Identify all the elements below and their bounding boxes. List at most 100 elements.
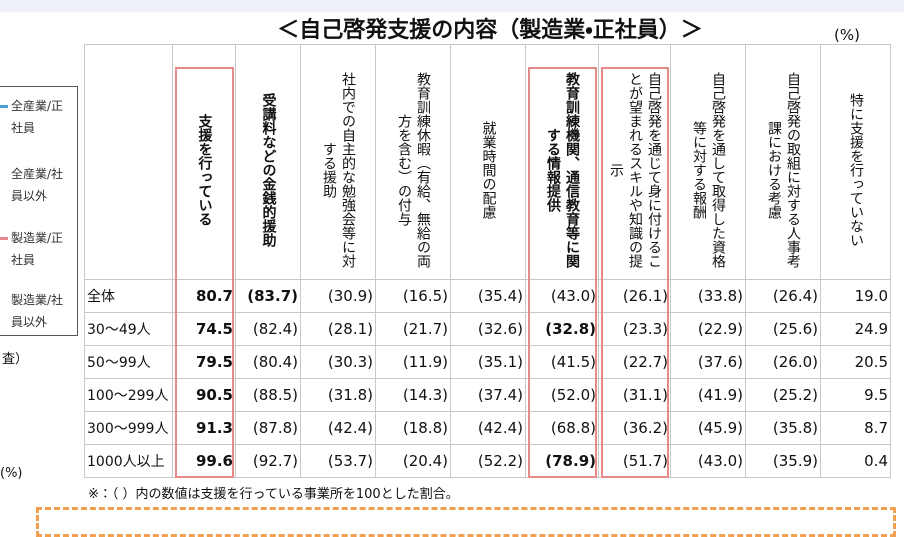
header-text: 就業時間の配慮 xyxy=(480,121,497,219)
cell: (16.5) xyxy=(375,279,451,313)
cell: 8.7 xyxy=(820,411,891,445)
cell: (26.0) xyxy=(745,345,821,379)
cell: (35.4) xyxy=(450,279,526,313)
cell: (80.4) xyxy=(235,345,301,379)
column-header: 教育訓練機関、通信教育等に関する情報提供 xyxy=(525,44,599,280)
cell: (31.8) xyxy=(300,378,376,412)
cell: (30.9) xyxy=(300,279,376,313)
legend-item: 製造業/正社員 xyxy=(0,227,71,271)
dashed-box xyxy=(36,507,896,537)
column-header: 受講料などの金銭的援助 xyxy=(235,44,301,280)
header-text: 自己啓発の取組に対する人事考課における考慮 xyxy=(766,72,801,268)
cell: (31.1) xyxy=(598,378,671,412)
row-label: 全体 xyxy=(84,279,173,313)
cell: (33.8) xyxy=(670,279,746,313)
column-header: 社内での自主的な勉強会等に対する援助 xyxy=(300,44,376,280)
legend-marker xyxy=(0,237,8,240)
unit: (%) xyxy=(834,26,860,44)
cell: (43.0) xyxy=(525,279,599,313)
cell: (20.4) xyxy=(375,444,451,478)
cell: 74.5 xyxy=(172,312,236,346)
cell: (87.8) xyxy=(235,411,301,445)
row-label: 300〜999人 xyxy=(84,411,173,445)
cell: (21.7) xyxy=(375,312,451,346)
cell: (92.7) xyxy=(235,444,301,478)
column-header: 支援を行っている xyxy=(172,44,236,280)
cell: (36.2) xyxy=(598,411,671,445)
corner xyxy=(84,44,173,280)
cell: (83.7) xyxy=(235,279,301,313)
row: 30〜49人 74.5 (82.4) (28.1) (21.7) (32.6) (32.8)… xyxy=(84,312,891,346)
cell: (52.0) xyxy=(525,378,599,412)
cell: 90.5 xyxy=(172,378,236,412)
row-label: 1000人以上 xyxy=(84,444,173,478)
cell: 99.6 xyxy=(172,444,236,478)
cell: (25.2) xyxy=(745,378,821,412)
legend-item: 全産業/社員以外 xyxy=(11,167,64,203)
cell: (35.8) xyxy=(745,411,821,445)
row: 50〜99人 79.5 (80.4) (30.3) (11.9) (35.1) (41.5)… xyxy=(84,345,891,379)
cell: 0.4 xyxy=(820,444,891,478)
cell: (35.1) xyxy=(450,345,526,379)
fragment: 査） xyxy=(2,352,29,367)
table: 支援を行っている 受講料などの金銭的援助 社内での自主的な勉強会等に対する援助 教育訓… xyxy=(84,44,891,478)
cell: (30.3) xyxy=(300,345,376,379)
row-label: 50〜99人 xyxy=(84,345,173,379)
column-header: 自己啓発を通じて身に付けることが望まれるスキルや知識の提示 xyxy=(598,44,671,280)
cell: (45.9) xyxy=(670,411,746,445)
row-label: 30〜49人 xyxy=(84,312,173,346)
cell: (11.9) xyxy=(375,345,451,379)
header-text: 受講料などの金銭的援助 xyxy=(260,93,277,247)
legend-item: 全産業/正社員 xyxy=(0,95,71,139)
cell: (43.0) xyxy=(670,444,746,478)
header-text: 社内での自主的な勉強会等に対する援助 xyxy=(321,72,356,268)
cell: (28.1) xyxy=(300,312,376,346)
cell: 20.5 xyxy=(820,345,891,379)
header-text: 自己啓発を通じて身に付けることが望まれるスキルや知識の提示 xyxy=(608,72,662,268)
cell: 80.7 xyxy=(172,279,236,313)
cell: (41.9) xyxy=(670,378,746,412)
column-header: 自己啓発を通して取得した資格等に対する報酬 xyxy=(670,44,746,280)
header-text: 自己啓発を通して取得した資格等に対する報酬 xyxy=(691,72,726,268)
column-header: 特に支援を行っていない xyxy=(820,44,891,280)
cell: (88.5) xyxy=(235,378,301,412)
cell: (42.4) xyxy=(450,411,526,445)
cell: (18.8) xyxy=(375,411,451,445)
column-header: 自己啓発の取組に対する人事考課における考慮 xyxy=(745,44,821,280)
cell: (22.9) xyxy=(670,312,746,346)
cell: (23.3) xyxy=(598,312,671,346)
cell: (37.6) xyxy=(670,345,746,379)
fragment: (%) xyxy=(0,466,23,481)
row: 300〜999人 91.3 (87.8) (42.4) (18.8) (42.4) (68.… xyxy=(84,411,891,445)
column-header: 就業時間の配慮 xyxy=(450,44,526,280)
row: 100〜299人 90.5 (88.5) (31.8) (14.3) (37.4) (52.… xyxy=(84,378,891,412)
cell: (41.5) xyxy=(525,345,599,379)
cell: (52.2) xyxy=(450,444,526,478)
header-text: 特に支援を行っていない xyxy=(848,93,864,247)
header-text: 教育訓練機関、通信教育等に関する情報提供 xyxy=(545,72,580,268)
cell: 24.9 xyxy=(820,312,891,346)
cell: (51.7) xyxy=(598,444,671,478)
cell: (37.4) xyxy=(450,378,526,412)
cell: (82.4) xyxy=(235,312,301,346)
legend: 全産業/正社員全産業/社員以外製造業/正社員製造業/社員以外 xyxy=(0,86,78,336)
cell: (22.7) xyxy=(598,345,671,379)
cell: (26.1) xyxy=(598,279,671,313)
cell: (78.9) xyxy=(525,444,599,478)
legend-item: 製造業/社員以外 xyxy=(11,293,64,329)
title: ＜自己啓発支援の内容（製造業・正社員）＞ xyxy=(277,18,703,43)
cell: (68.8) xyxy=(525,411,599,445)
cell: (42.4) xyxy=(300,411,376,445)
cell: 91.3 xyxy=(172,411,236,445)
column-header: 教育訓練休暇（有給、無給の両方を含む）の付与 xyxy=(375,44,451,280)
cell: (35.9) xyxy=(745,444,821,478)
cell: (32.6) xyxy=(450,312,526,346)
cell: (14.3) xyxy=(375,378,451,412)
cell: (26.4) xyxy=(745,279,821,313)
cell: 9.5 xyxy=(820,378,891,412)
note: ※：（ ）内の数値は支援を行っている事業所を100とした割合。 xyxy=(88,487,459,502)
header-text: 教育訓練休暇（有給、無給の両方を含む）の付与 xyxy=(396,72,431,268)
cell: (53.7) xyxy=(300,444,376,478)
cell: 79.5 xyxy=(172,345,236,379)
